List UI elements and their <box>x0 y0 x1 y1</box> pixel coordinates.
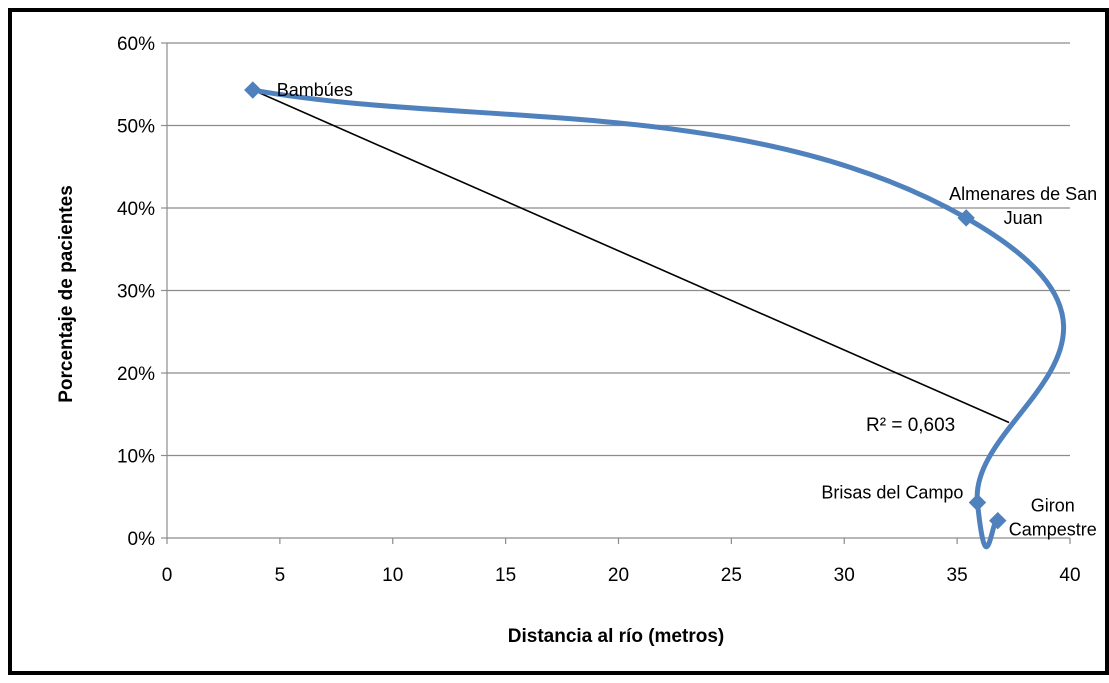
data-point-label: Bambúes <box>277 80 353 100</box>
data-point-marker <box>957 209 975 227</box>
data-point-label: Giron Campestre <box>1009 496 1097 540</box>
x-tick-label: 5 <box>275 565 286 586</box>
y-axis-title: Porcentaje de pacientes <box>56 185 77 403</box>
x-tick-label: 40 <box>1059 565 1080 586</box>
y-tick-label: 30% <box>117 282 155 303</box>
x-tick-label: 15 <box>495 565 516 586</box>
gridlines <box>167 42 1070 457</box>
y-tick-label: 60% <box>117 34 155 55</box>
data-point-label: Almenares de San Juan <box>949 184 1097 228</box>
y-tick-label: 0% <box>128 529 156 550</box>
x-tick-label: 35 <box>947 565 968 586</box>
y-tick-label: 10% <box>117 447 155 468</box>
x-tick-label: 10 <box>382 565 403 586</box>
x-tick-label: 0 <box>162 565 173 586</box>
x-tick-label: 30 <box>834 565 855 586</box>
r-squared-label: R² = 0,603 <box>866 415 955 436</box>
y-tick-label: 50% <box>117 117 155 138</box>
data-point-marker <box>968 493 987 512</box>
series-line <box>250 87 1067 550</box>
chart-frame: 0 5 10 15 20 25 30 35 40 0% 10% 20% 30% 40% 50% 60% Ba… <box>8 8 1109 683</box>
point-labels: Bambúes Almenares de San Juan Brisas del Ca… <box>277 80 1097 540</box>
y-tick-labels: 0% 10% 20% 30% 40% 50% 60% <box>117 34 155 550</box>
x-tick-labels: 0 5 10 15 20 25 30 35 40 <box>162 565 1081 586</box>
series <box>244 81 1067 550</box>
trendline-line <box>252 89 1010 424</box>
data-point-marker <box>989 511 1007 530</box>
y-tick-label: 20% <box>117 364 155 385</box>
data-point-marker <box>244 81 262 99</box>
y-tick-label: 40% <box>117 199 155 220</box>
x-tick-label: 25 <box>721 565 742 586</box>
chart-border <box>8 8 1109 675</box>
axes <box>161 42 1071 544</box>
scatter-chart: 0 5 10 15 20 25 30 35 40 0% 10% 20% 30% 40% 50% 60% Ba… <box>8 8 1109 675</box>
data-point-label: Brisas del Campo <box>821 483 963 503</box>
trendline <box>252 89 1010 424</box>
x-axis-title: Distancia al río (metros) <box>508 626 724 647</box>
x-tick-label: 20 <box>608 565 629 586</box>
